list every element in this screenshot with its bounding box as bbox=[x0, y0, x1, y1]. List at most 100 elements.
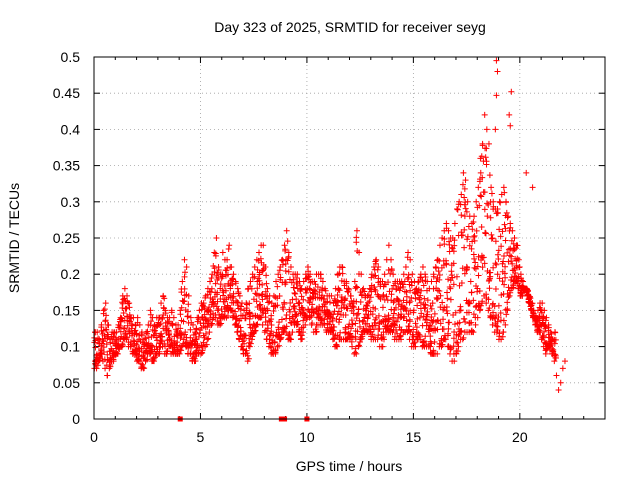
data-point bbox=[247, 313, 254, 320]
data-point bbox=[482, 229, 489, 236]
data-point bbox=[344, 305, 351, 312]
data-point bbox=[509, 260, 516, 267]
data-point bbox=[281, 301, 288, 308]
data-point bbox=[434, 317, 441, 324]
data-point bbox=[416, 296, 423, 303]
data-point bbox=[207, 278, 214, 285]
data-point bbox=[276, 342, 283, 349]
data-point bbox=[504, 307, 511, 314]
data-point bbox=[215, 263, 222, 270]
data-point bbox=[122, 330, 129, 337]
y-tick-label: 0.05 bbox=[53, 375, 80, 391]
data-point bbox=[299, 305, 306, 312]
data-point bbox=[202, 330, 209, 337]
data-point bbox=[442, 336, 449, 343]
data-point bbox=[263, 272, 270, 279]
data-point bbox=[458, 280, 465, 287]
data-point bbox=[494, 68, 501, 75]
data-point bbox=[160, 292, 167, 299]
data-point bbox=[505, 294, 512, 301]
data-point bbox=[289, 329, 296, 336]
data-point bbox=[443, 257, 450, 264]
data-point bbox=[494, 271, 501, 278]
data-point bbox=[454, 339, 461, 346]
data-point bbox=[199, 347, 206, 354]
data-point bbox=[383, 293, 390, 300]
data-point bbox=[445, 325, 452, 332]
data-point bbox=[364, 302, 371, 309]
data-point bbox=[282, 247, 289, 254]
data-point bbox=[253, 321, 260, 328]
data-point bbox=[541, 307, 548, 314]
data-point bbox=[502, 225, 509, 232]
data-point bbox=[488, 313, 495, 320]
data-point bbox=[298, 285, 305, 292]
data-point bbox=[470, 297, 477, 304]
data-point bbox=[507, 277, 514, 284]
data-point bbox=[402, 305, 409, 312]
data-point bbox=[189, 337, 196, 344]
data-point bbox=[440, 316, 447, 323]
data-point bbox=[112, 334, 119, 341]
data-point bbox=[151, 358, 158, 365]
data-point bbox=[291, 289, 298, 296]
data-point bbox=[187, 344, 194, 351]
data-point bbox=[192, 336, 199, 343]
data-point bbox=[348, 317, 355, 324]
data-point bbox=[292, 313, 299, 320]
data-point bbox=[352, 320, 359, 327]
data-point bbox=[330, 327, 337, 334]
data-point bbox=[434, 295, 441, 302]
data-point bbox=[134, 314, 141, 321]
plot-frame bbox=[93, 56, 606, 420]
data-point bbox=[483, 158, 490, 165]
data-point bbox=[366, 298, 373, 305]
data-point bbox=[488, 184, 495, 191]
data-point bbox=[126, 300, 133, 307]
data-point bbox=[213, 235, 220, 241]
data-point bbox=[484, 200, 491, 207]
data-point bbox=[178, 330, 185, 337]
data-point bbox=[489, 235, 496, 242]
data-point bbox=[294, 271, 301, 278]
data-point bbox=[417, 336, 424, 343]
data-point bbox=[286, 308, 293, 315]
y-tick-label: 0.4 bbox=[61, 121, 81, 137]
data-point bbox=[110, 333, 117, 340]
data-point bbox=[541, 322, 548, 329]
data-point bbox=[187, 326, 194, 333]
data-point bbox=[470, 311, 477, 318]
data-point bbox=[159, 333, 166, 340]
data-point bbox=[268, 328, 275, 335]
data-point bbox=[385, 315, 392, 322]
data-point bbox=[495, 313, 502, 320]
data-point bbox=[130, 337, 137, 344]
data-point bbox=[98, 321, 105, 328]
data-point bbox=[248, 285, 255, 292]
data-point bbox=[155, 350, 162, 357]
data-point bbox=[371, 284, 378, 291]
data-point bbox=[372, 305, 379, 312]
data-point bbox=[356, 323, 363, 330]
data-point bbox=[419, 339, 426, 346]
data-point bbox=[207, 295, 214, 301]
data-point bbox=[208, 275, 215, 282]
data-point bbox=[125, 300, 132, 307]
data-point bbox=[508, 285, 515, 292]
data-point bbox=[464, 236, 471, 243]
data-point bbox=[262, 263, 269, 270]
data-point bbox=[391, 321, 398, 328]
data-point bbox=[365, 299, 372, 306]
data-point bbox=[214, 269, 221, 276]
data-point bbox=[371, 319, 378, 326]
data-point bbox=[467, 278, 474, 285]
data-point bbox=[480, 254, 487, 261]
data-point bbox=[473, 227, 480, 234]
data-point bbox=[321, 321, 328, 328]
data-point bbox=[205, 335, 212, 342]
data-point bbox=[545, 321, 552, 328]
data-point bbox=[497, 233, 504, 240]
data-point bbox=[553, 372, 560, 379]
data-point bbox=[374, 336, 381, 343]
data-point bbox=[462, 319, 469, 326]
